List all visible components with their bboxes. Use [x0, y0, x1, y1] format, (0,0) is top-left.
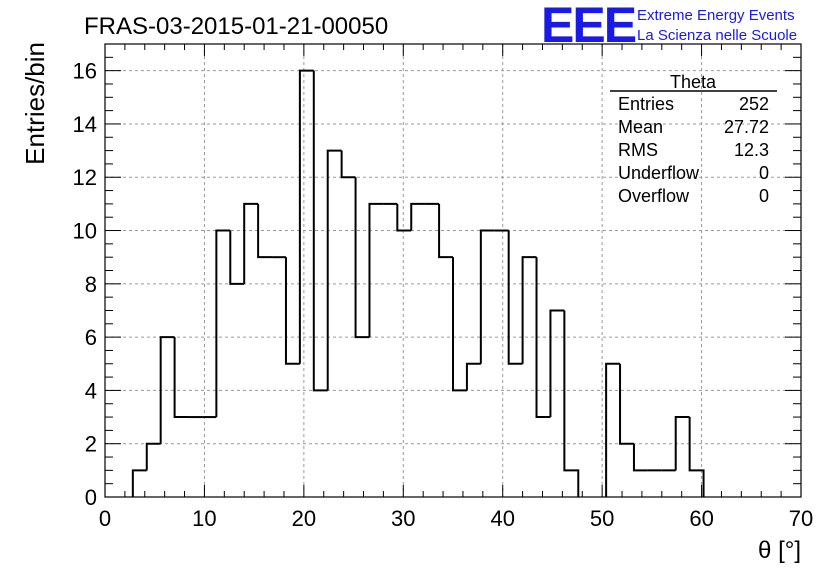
stats-box: Theta Entries 252 Mean 27.72 RMS 12.3 Underflo… — [610, 72, 777, 206]
histogram-bin — [396, 203, 412, 232]
x-tick-label: 20 — [292, 506, 316, 531]
x-tick-label: 50 — [590, 506, 614, 531]
histogram-bin — [465, 362, 481, 391]
eee-logo: EEE Extreme Energy Events La Scienza nel… — [541, 0, 797, 53]
stats-label: RMS — [618, 140, 658, 160]
y-tick-label: 0 — [85, 485, 97, 510]
y-tick-label: 4 — [85, 378, 97, 403]
histogram-bin — [438, 203, 453, 259]
histogram-bin — [674, 416, 690, 471]
histogram-bin — [479, 229, 495, 364]
histogram-bin — [229, 230, 245, 285]
y-axis: 0 2 4 6 8 10 12 14 16 — [73, 43, 801, 510]
histogram-bin — [215, 229, 231, 418]
stats-value: 27.72 — [724, 117, 769, 137]
histogram-bin — [632, 443, 648, 472]
stats-label: Underflow — [618, 163, 700, 183]
y-tick-label: 8 — [85, 272, 97, 297]
y-tick-label: 6 — [85, 325, 97, 350]
histogram-bin — [549, 309, 565, 418]
x-tick-label: 40 — [490, 506, 514, 531]
histogram-bin — [521, 256, 537, 364]
histogram-bin — [173, 337, 189, 419]
stats-value: 12.3 — [734, 140, 769, 160]
histogram-bin — [354, 177, 370, 339]
histogram-bin — [452, 257, 467, 392]
histogram-bin — [368, 202, 384, 338]
histogram-bin — [563, 310, 580, 497]
histogram-bin — [159, 336, 175, 444]
histogram-bin — [243, 202, 259, 284]
histogram-bin — [688, 417, 705, 497]
histogram-bin — [507, 230, 523, 365]
histogram-series — [131, 69, 705, 497]
x-axis: 0 10 20 30 40 50 60 70 — [99, 44, 813, 531]
eee-logo-text: EEE — [541, 0, 636, 53]
stats-value: 0 — [759, 186, 769, 206]
histogram-bin — [619, 363, 634, 445]
histogram-bin — [298, 69, 314, 364]
x-tick-label: 30 — [391, 506, 415, 531]
histogram-bin — [410, 202, 426, 231]
y-tick-label: 10 — [73, 219, 97, 244]
x-tick-label: 10 — [192, 506, 216, 531]
stats-label: Overflow — [618, 186, 690, 206]
histogram-bin — [131, 469, 147, 497]
x-tick-label: 60 — [689, 506, 713, 531]
stats-name: Theta — [670, 72, 717, 92]
x-tick-label: 70 — [789, 506, 813, 531]
histogram-bin — [257, 203, 273, 259]
x-axis-label: θ [°] — [758, 537, 801, 564]
stats-label: Mean — [618, 117, 663, 137]
histogram-bin — [284, 257, 300, 365]
y-tick-label: 2 — [85, 432, 97, 457]
y-axis-label: Entries/bin — [20, 42, 50, 165]
histogram-bin — [340, 150, 356, 179]
eee-logo-line1: Extreme Energy Events — [637, 7, 795, 24]
histogram-bin — [312, 70, 328, 392]
histogram-bin — [326, 149, 342, 391]
stats-value: 0 — [759, 163, 769, 183]
x-tick-label: 0 — [99, 506, 111, 531]
chart-title: FRAS-03-2015-01-21-00050 — [84, 13, 388, 40]
stats-rows: Entries 252 Mean 27.72 RMS 12.3 Underflow 0 Over… — [618, 94, 769, 206]
histogram-bin — [535, 257, 551, 419]
stats-value: 252 — [739, 94, 769, 114]
eee-logo-line2: La Scienza nelle Scuole — [637, 27, 797, 44]
y-tick-label: 16 — [73, 59, 97, 84]
y-tick-label: 14 — [73, 112, 97, 137]
histogram-bin — [145, 442, 161, 471]
stats-label: Entries — [618, 94, 674, 114]
y-tick-label: 12 — [73, 165, 97, 190]
histogram-bin — [605, 362, 621, 497]
